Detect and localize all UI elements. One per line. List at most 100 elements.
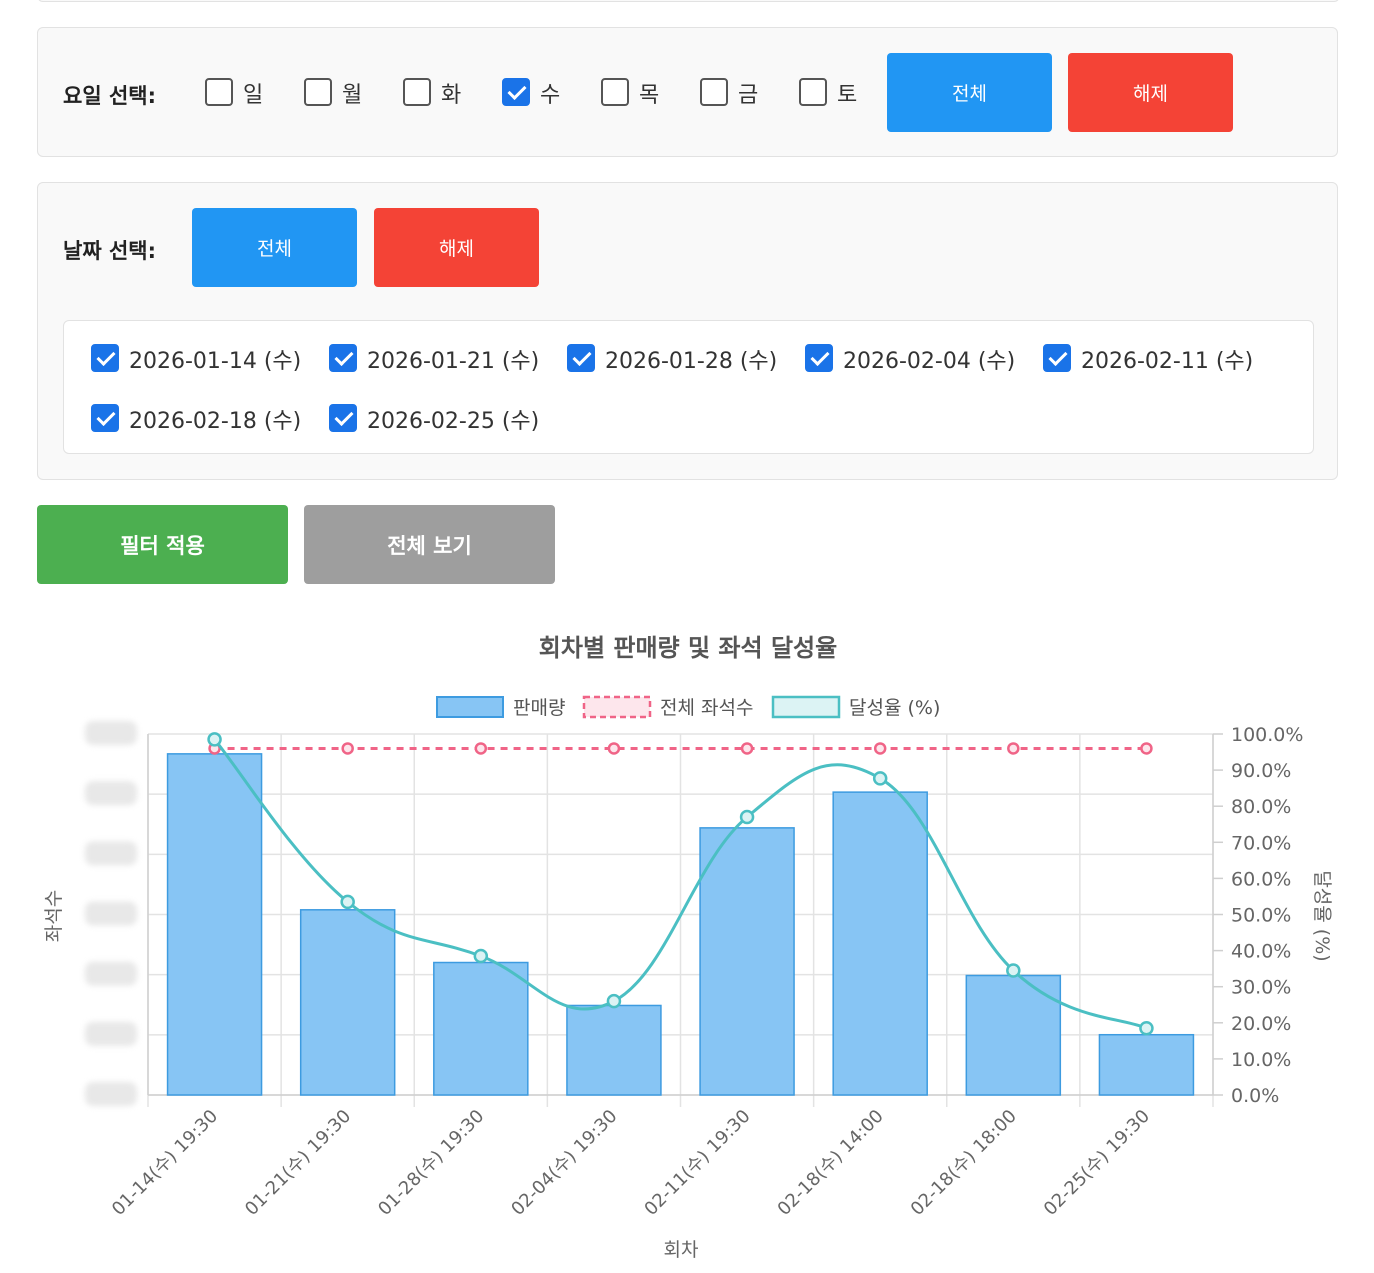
total-seats-point[interactable]	[607, 742, 621, 755]
weekday-select-all-button[interactable]: 전체	[887, 53, 1052, 132]
date-checkbox-label[interactable]: 2026-02-04 (수)	[843, 349, 1016, 374]
apply-filter-button[interactable]: 필터 적용	[37, 505, 288, 584]
sales-bars	[166, 753, 1195, 1096]
right-tick-label: 90.0%	[1231, 760, 1291, 782]
total-seats-point[interactable]	[873, 742, 887, 755]
weekday-clear-button[interactable]: 해제	[1068, 53, 1233, 132]
x-tick-label: 01-14(수) 19:30	[108, 1106, 222, 1220]
total-seats-point[interactable]	[474, 742, 488, 755]
weekday-checkbox[interactable]	[700, 78, 728, 106]
date-filter-label: 날짜 선택:	[63, 239, 156, 263]
date-checkbox-label[interactable]: 2026-01-14 (수)	[129, 349, 302, 374]
x-axis-ticks: 01-14(수) 19:30 01-21(수) 19:30 01-28(수) 19:…	[108, 1106, 1154, 1220]
legend-label-sales[interactable]: 판매량	[513, 697, 565, 719]
right-tick-label: 10.0%	[1231, 1049, 1291, 1071]
weekday-checkbox-label[interactable]: 금	[738, 83, 759, 108]
date-option[interactable]: 2026-02-04 (수)	[805, 343, 1025, 374]
date-option[interactable]: 2026-01-28 (수)	[567, 343, 787, 374]
sales-bar[interactable]	[566, 1004, 662, 1096]
weekday-checkbox[interactable]	[601, 78, 629, 106]
right-tick-label: 20.0%	[1231, 1013, 1291, 1035]
date-option[interactable]: 2026-01-14 (수)	[91, 343, 311, 374]
right-tick-label: 50.0%	[1231, 905, 1291, 927]
rate-line	[207, 732, 1154, 1036]
legend-swatch-rate	[771, 695, 841, 719]
sales-bar[interactable]	[965, 974, 1062, 1096]
date-option[interactable]: 2026-02-25 (수)	[329, 403, 549, 434]
right-axis-label: 달성율 (%)	[1311, 870, 1333, 961]
sales-bar[interactable]	[433, 961, 529, 1096]
weekday-checkbox-label[interactable]: 일	[243, 83, 264, 108]
date-checkbox-label[interactable]: 2026-02-18 (수)	[129, 409, 302, 434]
total-seats-point[interactable]	[740, 742, 754, 755]
weekday-checkbox[interactable]	[205, 78, 233, 106]
rate-point[interactable]	[340, 894, 355, 910]
date-option[interactable]: 2026-01-21 (수)	[329, 343, 549, 374]
right-tick-label: 40.0%	[1231, 941, 1291, 963]
date-checkbox-label[interactable]: 2026-02-25 (수)	[367, 409, 540, 434]
weekday-checkbox[interactable]	[799, 78, 827, 106]
x-tick-label: 02-18(수) 14:00	[774, 1106, 888, 1220]
weekday-checkbox[interactable]	[403, 78, 431, 106]
weekday-checkbox-label[interactable]: 화	[441, 83, 462, 108]
weekday-checkbox-label[interactable]: 수	[540, 83, 561, 108]
left-tick-label-blurred	[85, 901, 137, 926]
date-option[interactable]: 2026-02-18 (수)	[91, 403, 311, 434]
date-checkbox[interactable]	[91, 344, 119, 372]
date-checkbox[interactable]	[91, 404, 119, 432]
rate-smooth-line	[213, 738, 1148, 1030]
sales-bar[interactable]	[832, 791, 928, 1096]
sales-bar[interactable]	[1098, 1033, 1195, 1096]
date-checkbox[interactable]	[329, 404, 357, 432]
right-tick-label: 80.0%	[1231, 796, 1291, 818]
x-tick-label: 02-11(수) 19:30	[640, 1106, 754, 1220]
legend-label-total-seats[interactable]: 전체 좌석수	[660, 697, 753, 719]
total-seats-point[interactable]	[1140, 742, 1153, 755]
chart-legend: 판매량 전체 좌석수 달성율 (%)	[436, 695, 940, 719]
left-axis-ticks	[85, 721, 137, 1106]
sales-chart: 회차별 판매량 및 좌석 달성율 판매량 전체 좌석수 달성율 (%) 100.…	[43, 634, 1333, 1261]
rate-point[interactable]	[473, 948, 489, 964]
date-checkbox-label[interactable]: 2026-01-28 (수)	[605, 349, 778, 374]
date-checkbox[interactable]	[1043, 344, 1071, 372]
rate-point[interactable]	[739, 809, 755, 825]
date-checkbox-label[interactable]: 2026-01-21 (수)	[367, 349, 540, 374]
weekday-checkbox[interactable]	[304, 78, 332, 106]
date-checkbox[interactable]	[805, 344, 833, 372]
x-tick-label: 01-28(수) 19:30	[374, 1106, 488, 1220]
weekday-checkbox[interactable]	[502, 78, 530, 106]
date-filter-panel: 날짜 선택: 전체 해제 2026-01-14 (수) 2026-01-21 (수…	[37, 182, 1338, 480]
sales-bar[interactable]	[166, 753, 263, 1096]
rate-point[interactable]	[1006, 963, 1021, 978]
show-all-button[interactable]: 전체 보기	[304, 505, 555, 584]
left-tick-label-blurred	[85, 841, 137, 866]
date-checkbox-label[interactable]: 2026-02-11 (수)	[1081, 349, 1254, 374]
left-tick-label-blurred	[85, 721, 137, 745]
legend-label-rate[interactable]: 달성율 (%)	[849, 697, 940, 719]
rate-point[interactable]	[872, 771, 888, 786]
total-seats-point[interactable]	[341, 742, 354, 755]
rate-point[interactable]	[606, 993, 622, 1009]
weekday-checkbox-label[interactable]: 토	[837, 83, 858, 108]
date-checkbox[interactable]	[329, 344, 357, 372]
right-axis-ticks: 100.0% 90.0% 80.0% 70.0% 60.0% 50.0% 40.0% 30.0…	[1213, 724, 1303, 1107]
weekday-checkbox-label[interactable]: 월	[342, 83, 363, 108]
weekday-filter-panel: 요일 선택: 일 월 화 수 목 금 토 전체 해제	[37, 27, 1338, 157]
right-tick-label: 0.0%	[1231, 1085, 1279, 1107]
legend-swatch-total-seats	[582, 695, 652, 719]
date-option[interactable]: 2026-02-11 (수)	[1043, 343, 1263, 374]
left-tick-label-blurred	[85, 1082, 137, 1106]
date-select-all-button[interactable]: 전체	[192, 208, 357, 287]
sales-bar[interactable]	[299, 909, 396, 1096]
rate-point[interactable]	[207, 732, 222, 747]
right-tick-label: 70.0%	[1231, 832, 1291, 854]
total-seats-point[interactable]	[1007, 742, 1020, 755]
date-clear-button[interactable]: 해제	[374, 208, 539, 287]
chart-title: 회차별 판매량 및 좌석 달성율	[539, 634, 837, 662]
rate-point[interactable]	[1139, 1020, 1154, 1036]
weekday-checkbox-label[interactable]: 목	[639, 83, 660, 108]
date-checkbox[interactable]	[567, 344, 595, 372]
x-tick-label: 02-18(수) 18:00	[907, 1106, 1021, 1220]
sales-bar[interactable]	[699, 827, 795, 1096]
left-axis-label: 좌석수	[43, 890, 65, 942]
